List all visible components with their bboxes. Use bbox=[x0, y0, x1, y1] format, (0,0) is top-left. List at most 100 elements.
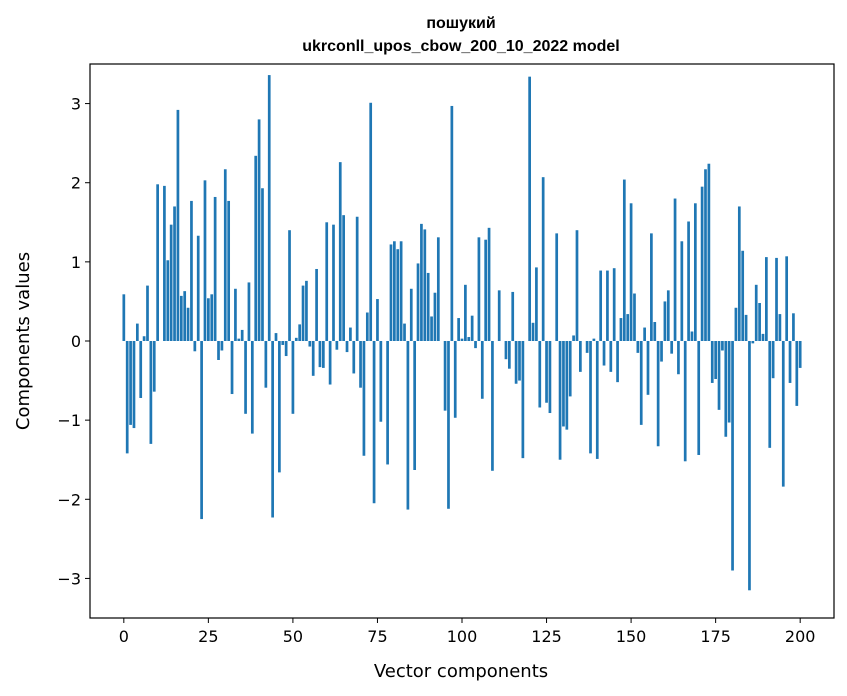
bar bbox=[545, 341, 548, 403]
x-tick-label: 100 bbox=[447, 627, 478, 646]
bar bbox=[305, 280, 308, 341]
bar bbox=[254, 155, 258, 341]
bar bbox=[281, 341, 285, 345]
bar bbox=[179, 295, 183, 341]
bar bbox=[704, 169, 707, 341]
bar bbox=[731, 341, 734, 571]
bar bbox=[349, 327, 352, 341]
bar bbox=[666, 290, 670, 341]
bar bbox=[785, 256, 789, 341]
y-tick-label: 1 bbox=[71, 253, 81, 272]
bar bbox=[152, 341, 156, 392]
bar bbox=[680, 241, 684, 341]
bar bbox=[122, 294, 126, 341]
bar bbox=[592, 338, 596, 341]
bar bbox=[775, 257, 778, 341]
bar bbox=[480, 341, 484, 399]
y-axis-label: Components values bbox=[13, 252, 34, 430]
bar bbox=[656, 341, 660, 447]
bar bbox=[139, 341, 143, 398]
x-tick-label: 50 bbox=[283, 627, 303, 646]
bar bbox=[504, 341, 508, 360]
bar bbox=[453, 341, 457, 418]
bar bbox=[135, 323, 139, 341]
bar bbox=[521, 341, 525, 459]
bar bbox=[538, 341, 542, 408]
bar bbox=[321, 341, 325, 368]
bar bbox=[403, 323, 406, 341]
bar bbox=[244, 341, 247, 414]
bar bbox=[595, 341, 599, 459]
bar bbox=[278, 341, 281, 473]
bar bbox=[362, 341, 366, 456]
bar bbox=[616, 341, 619, 383]
bar bbox=[294, 337, 298, 341]
bar bbox=[217, 341, 220, 360]
bar bbox=[765, 257, 768, 341]
bar bbox=[338, 162, 342, 341]
bar bbox=[792, 313, 795, 341]
bar bbox=[426, 272, 430, 341]
x-tick-label: 125 bbox=[531, 627, 562, 646]
bar bbox=[771, 341, 775, 379]
bar bbox=[234, 288, 237, 341]
bar bbox=[562, 341, 565, 427]
bar bbox=[663, 301, 667, 341]
bar bbox=[795, 341, 799, 406]
bar bbox=[629, 203, 633, 341]
bar bbox=[568, 341, 572, 397]
bar bbox=[619, 318, 623, 341]
x-tick-label: 0 bbox=[119, 627, 129, 646]
chart-title-line-2: ukrconll_upos_cbow_200_10_2022 model bbox=[302, 38, 619, 55]
bar bbox=[345, 341, 349, 353]
y-tick-label: 3 bbox=[71, 95, 81, 114]
bar bbox=[207, 298, 210, 341]
bar bbox=[511, 291, 515, 341]
bar bbox=[196, 235, 200, 341]
bar bbox=[335, 341, 339, 350]
bar bbox=[203, 180, 207, 341]
bar bbox=[318, 341, 322, 368]
bar bbox=[467, 337, 471, 341]
bar bbox=[193, 341, 197, 352]
bar bbox=[393, 241, 396, 341]
bar bbox=[555, 233, 559, 341]
bar bbox=[548, 341, 552, 414]
bar bbox=[406, 341, 410, 510]
bar bbox=[301, 285, 305, 341]
bar bbox=[257, 119, 261, 342]
bar bbox=[163, 185, 166, 341]
bar bbox=[751, 341, 755, 344]
bar bbox=[474, 341, 477, 349]
bar bbox=[132, 341, 136, 429]
bar bbox=[768, 341, 772, 448]
bar bbox=[599, 270, 603, 341]
bar bbox=[342, 215, 345, 341]
bar bbox=[585, 341, 589, 353]
bar bbox=[606, 270, 609, 341]
bar bbox=[396, 249, 400, 341]
bar bbox=[230, 341, 234, 395]
bar bbox=[721, 341, 724, 351]
bar bbox=[754, 284, 758, 341]
bar bbox=[332, 224, 335, 341]
bar bbox=[125, 341, 129, 454]
bar bbox=[315, 268, 318, 341]
bar bbox=[507, 341, 511, 369]
bar bbox=[690, 331, 694, 341]
bar bbox=[409, 288, 413, 341]
bar bbox=[129, 341, 132, 425]
bar bbox=[261, 188, 264, 341]
bar bbox=[758, 303, 761, 341]
x-axis-label: Vector components bbox=[374, 661, 548, 682]
bar bbox=[443, 341, 447, 411]
bar bbox=[609, 341, 613, 372]
bar bbox=[460, 338, 464, 341]
bar bbox=[369, 102, 373, 341]
bar bbox=[514, 341, 518, 384]
bar bbox=[788, 341, 792, 383]
bar bbox=[311, 341, 315, 376]
bar bbox=[622, 179, 626, 341]
bar bbox=[420, 223, 423, 341]
